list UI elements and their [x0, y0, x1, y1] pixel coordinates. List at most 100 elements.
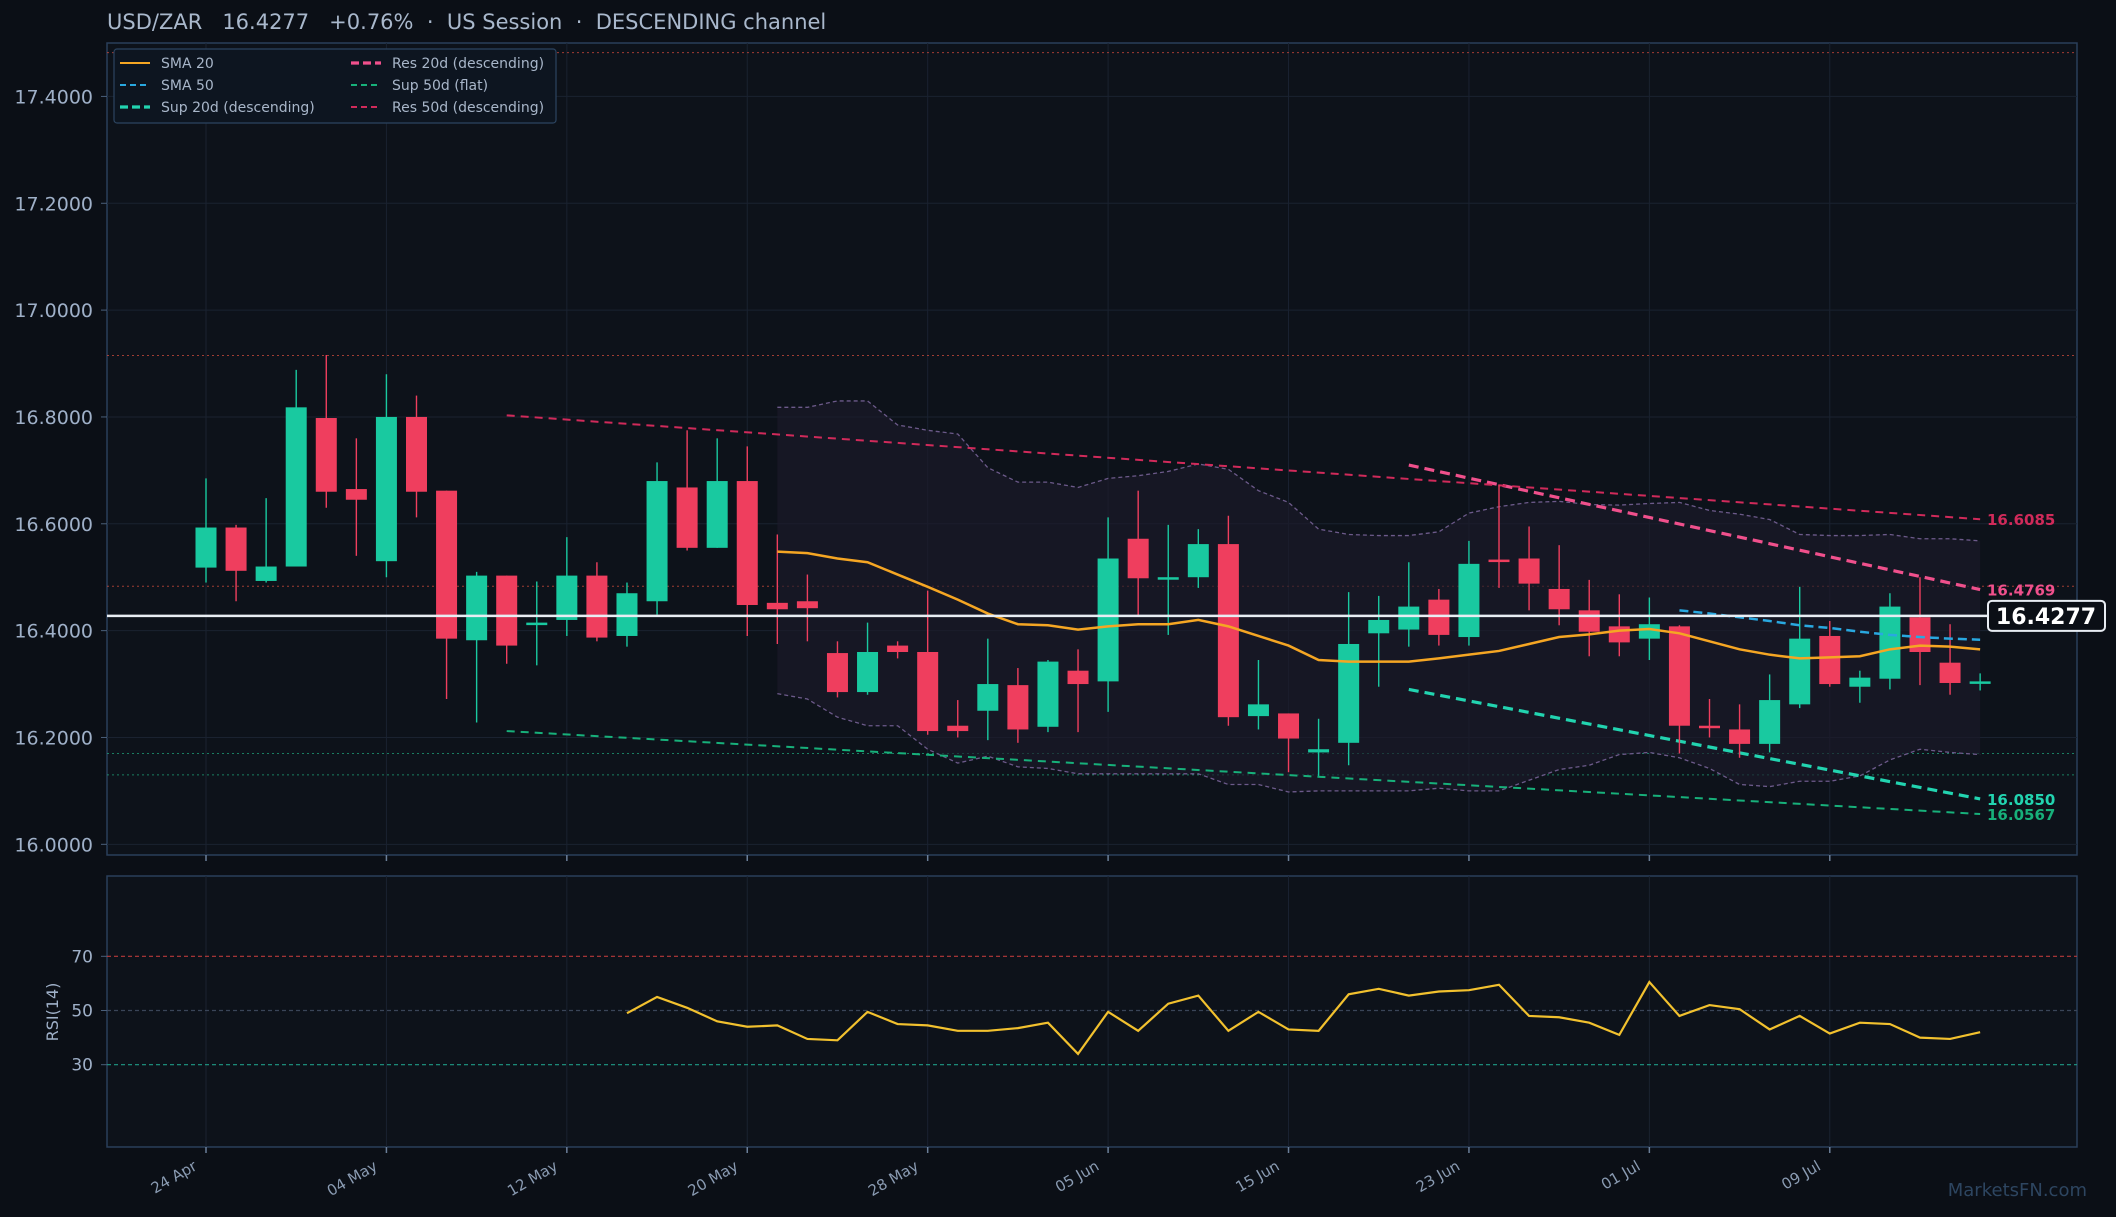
- candle-body: [375, 416, 397, 562]
- x-tick-label: 12 May: [504, 1157, 561, 1200]
- candle-body: [1157, 577, 1179, 580]
- candle-body: [285, 407, 307, 567]
- candle-body: [1668, 626, 1690, 726]
- x-tick-label: 15 Jun: [1233, 1157, 1283, 1196]
- x-tick-label: 09 Jul: [1778, 1157, 1823, 1194]
- candle-body: [195, 527, 217, 568]
- legend-label: SMA 20: [161, 56, 214, 72]
- y-tick-label: 16.2000: [14, 727, 93, 749]
- candle-body: [255, 566, 277, 581]
- x-tick-label: 05 Jun: [1052, 1157, 1102, 1196]
- candle-body: [1187, 544, 1209, 578]
- rsi-axis-label: RSI(14): [43, 983, 62, 1042]
- candle-body: [1308, 749, 1330, 753]
- x-tick-label: 20 May: [685, 1157, 742, 1200]
- trend-lines: [506, 414, 1981, 816]
- candle-body: [796, 601, 818, 609]
- trendline-sup-50d-flat: [506, 730, 1981, 816]
- candle-body: [586, 575, 608, 638]
- chart-title: USD/ZAR 16.4277 +0.76% · US Session · DE…: [107, 10, 827, 34]
- trendline-value-label: 16.0567: [1987, 806, 2055, 824]
- rsi-line: [626, 980, 1981, 1056]
- trendline-sup-20d-descending: [1408, 687, 1981, 801]
- candle-body: [1217, 544, 1239, 718]
- bollinger-lower: [777, 693, 1981, 793]
- x-tick-label: 04 May: [324, 1157, 381, 1200]
- candle-body: [1909, 617, 1931, 652]
- candle-body: [676, 487, 698, 548]
- candle-body: [345, 489, 367, 500]
- candle-body: [1458, 563, 1480, 638]
- sma-20-line: [777, 550, 1981, 663]
- candle-body: [526, 622, 548, 626]
- candle-body: [1428, 599, 1450, 635]
- y-tick-label: 16.6000: [14, 514, 93, 536]
- rsi-y-tick-label: 30: [71, 1056, 93, 1076]
- legend-label: SMA 50: [161, 78, 214, 94]
- candle-body: [857, 652, 879, 693]
- trendline-value-label: 16.0850: [1987, 791, 2055, 809]
- candle-body: [826, 653, 848, 693]
- last-price-label: 16.4277: [1996, 605, 2096, 630]
- legend: SMA 20 SMA 50 Sup 20d (descending) Res 20d …: [113, 48, 557, 124]
- candle-body: [405, 416, 427, 492]
- candle-body: [225, 527, 247, 571]
- candle-body: [1488, 559, 1510, 563]
- legend-box: [113, 48, 557, 124]
- rsi-y-tick-label: 70: [71, 947, 93, 967]
- candle-body: [646, 481, 668, 602]
- rsi-y-tick-label: 50: [71, 1002, 93, 1022]
- candle-body: [1368, 619, 1390, 634]
- last-price-box: [1987, 599, 2106, 632]
- candle-body: [1247, 704, 1269, 717]
- y-tick-label: 16.8000: [14, 407, 93, 429]
- legend-label: Sup 50d (flat): [392, 78, 488, 94]
- y-tick-label: 16.4000: [14, 621, 93, 643]
- candle-body: [887, 645, 909, 652]
- candle-body: [1338, 643, 1360, 743]
- y-tick-label: 16.0000: [14, 834, 93, 856]
- candle-body: [1518, 558, 1540, 584]
- candle-body: [1638, 624, 1660, 639]
- candle-body: [706, 481, 728, 548]
- x-tick-label: 23 Jun: [1413, 1157, 1463, 1196]
- candle-body: [1879, 606, 1901, 679]
- candle-body: [1759, 700, 1781, 744]
- trendline-value-label: 16.6085: [1987, 511, 2055, 529]
- candle-body: [1398, 606, 1420, 630]
- candle-body: [1278, 713, 1300, 739]
- candle-body: [1969, 681, 1991, 684]
- trendline-value-label: 16.4769: [1987, 582, 2055, 600]
- candle-body: [917, 652, 939, 732]
- candle-body: [947, 725, 969, 732]
- y-tick-label: 17.2000: [14, 193, 93, 215]
- rsi-panel: 70 50 30 RSI(14): [43, 947, 2077, 1076]
- candle-body: [496, 575, 518, 646]
- candle-body: [466, 575, 488, 641]
- candle-body: [1097, 558, 1119, 682]
- candle-body: [556, 575, 578, 620]
- candle-body: [1127, 538, 1149, 579]
- candle-body: [1548, 588, 1570, 610]
- candle-body: [1819, 635, 1841, 685]
- candle-body: [315, 418, 337, 492]
- candle-body: [1067, 670, 1089, 685]
- candle-body: [736, 481, 758, 605]
- candle-body: [1037, 661, 1059, 727]
- candle-body: [766, 602, 788, 610]
- candle-body: [1939, 662, 1961, 683]
- candle-body: [1608, 626, 1630, 643]
- y-tick-label: 17.0000: [14, 300, 93, 322]
- candle-body: [436, 490, 458, 639]
- x-tick-label: 24 Apr: [148, 1156, 201, 1197]
- y-tick-label: 17.4000: [14, 86, 93, 108]
- legend-label: Sup 20d (descending): [161, 100, 315, 116]
- candle-body: [1789, 638, 1811, 705]
- candle-body: [1849, 677, 1871, 687]
- candle-body: [1578, 610, 1600, 632]
- candle-body: [1729, 729, 1751, 744]
- legend-label: Res 20d (descending): [392, 56, 544, 72]
- bollinger-upper: [777, 400, 1981, 542]
